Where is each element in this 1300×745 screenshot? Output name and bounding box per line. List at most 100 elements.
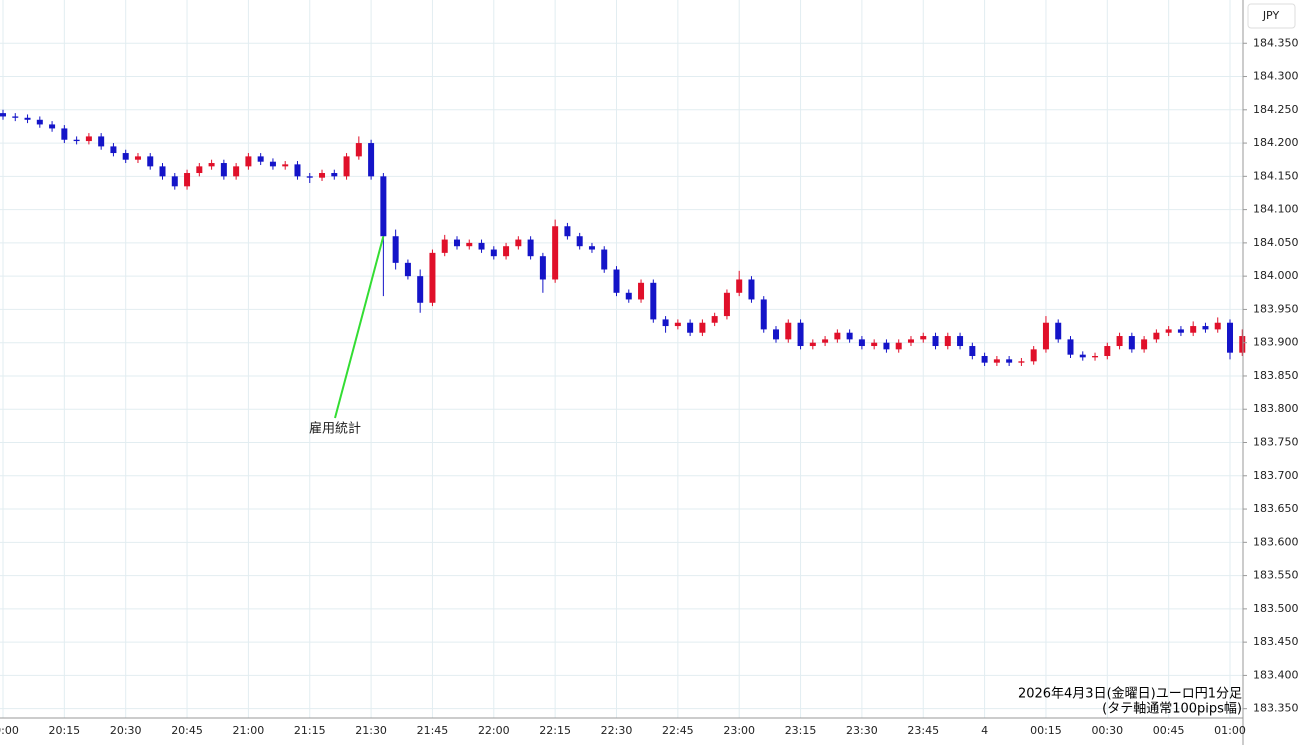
y-tick-label: 183.550 [1253,569,1299,582]
y-tick-label: 184.350 [1253,36,1299,49]
candle-body [159,166,166,177]
y-tick-label: 183.600 [1253,535,1299,548]
candle-body [490,249,497,257]
y-tick-label: 183.750 [1253,436,1299,449]
candle-body [907,339,914,343]
candle-body [1030,349,1037,362]
y-tick-label: 183.450 [1253,635,1299,648]
x-tick-label: 22:30 [601,724,633,737]
candle-body [1018,361,1025,363]
x-tick-label: 01:00 [1214,724,1246,737]
y-tick-label: 183.800 [1253,402,1299,415]
y-tick-label: 184.250 [1253,103,1299,116]
candle-body [257,156,264,162]
candle-body [834,332,841,340]
candle-body [147,156,154,167]
candle-body [1141,339,1148,350]
candle-body [601,249,608,270]
annotation-label: 雇用統計 [309,421,361,437]
x-tick-label: 20:00 [0,724,19,737]
y-tick-label: 183.350 [1253,702,1299,715]
x-tick-label: 23:45 [907,724,939,737]
chart-title: 2026年4月3日(金曜日)ユーロ円1分足 [1018,686,1242,702]
y-tick-label: 183.400 [1253,668,1299,681]
candle-body [527,239,534,257]
candle-body [773,329,780,340]
candle-body [711,316,718,323]
candle-body [822,339,829,343]
candle-body [122,153,129,160]
candle-body [343,156,350,177]
candle-body [920,336,927,340]
candle-body [1153,332,1160,340]
candle-body [1202,326,1209,330]
candle-body [49,124,56,129]
candle-body [1042,322,1049,350]
x-tick-label: 22:00 [478,724,510,737]
x-tick-label: 23:30 [846,724,878,737]
candle-body [576,236,583,247]
x-tick-label: 00:30 [1091,724,1123,737]
candle-body [638,282,645,300]
candle-body [12,116,19,118]
candle-body [171,176,178,187]
x-tick-label: 20:30 [110,724,142,737]
y-tick-label: 183.950 [1253,302,1299,315]
x-tick-label: 00:45 [1153,724,1185,737]
candle-body [1177,329,1184,333]
y-tick-label: 183.500 [1253,602,1299,615]
candle-body [368,143,375,177]
x-tick-label: 22:45 [662,724,694,737]
candle-body [61,128,68,140]
candle-body [858,339,865,347]
candle-body [871,342,878,347]
candle-body [1128,336,1135,350]
candle-body [625,292,632,300]
candle-body [895,342,902,350]
candle-body [674,322,681,327]
candle-body [883,342,890,350]
x-tick-label: 23:15 [785,724,817,737]
candle-body [233,166,240,177]
candle-body [245,156,252,167]
candle-body [269,161,276,167]
candle-body [809,342,816,347]
candle-body [1214,322,1221,330]
candle-body [1190,326,1197,333]
y-tick-label: 184.050 [1253,236,1299,249]
y-tick-label: 184.300 [1253,70,1299,83]
y-tick-label: 184.000 [1253,269,1299,282]
candle-body [552,226,559,280]
candle-body [306,176,313,178]
candle-body [208,163,215,167]
axis-unit-box [1247,3,1296,29]
candle-body [134,156,141,160]
x-tick-label: 20:45 [171,724,203,737]
chart-subtitle: (タテ軸通常100pips幅) [1102,702,1242,717]
candle-body [944,336,951,347]
candle-body [441,239,448,253]
annotation-line [334,235,385,419]
candle-body [110,146,117,154]
candle-body [1116,336,1123,347]
candle-body [1239,336,1246,353]
x-tick-label: 20:15 [48,724,80,737]
candle-body [1067,339,1074,355]
candle-body [760,299,767,330]
candle-body [1079,354,1086,358]
candle-body [748,279,755,300]
candle-body [650,282,657,320]
candle-body [355,143,362,157]
grid [0,0,1243,718]
candle-body [331,173,338,177]
candle-body [36,119,43,125]
candle-body [993,359,1000,363]
x-tick-label: 21:30 [355,724,387,737]
candles [0,109,1246,366]
candle-body [294,164,301,177]
candle-body [282,164,289,167]
candle-body [699,322,706,333]
candle-body [736,279,743,293]
